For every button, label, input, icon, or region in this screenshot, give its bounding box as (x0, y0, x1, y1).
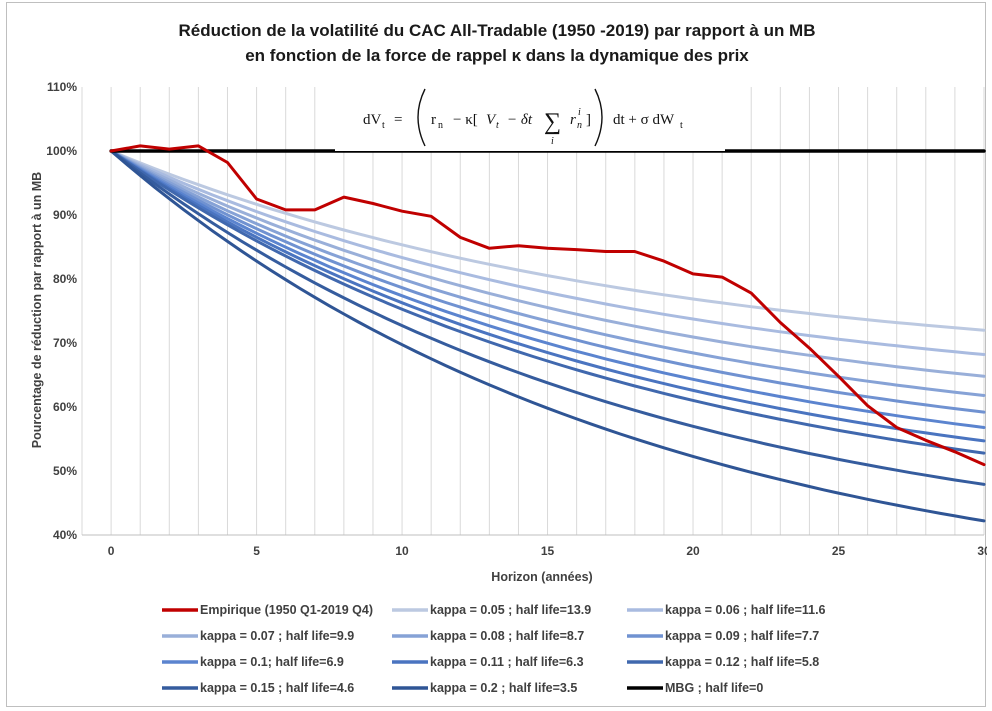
formula-sum: ∑ (544, 109, 561, 135)
formula-v: V (486, 112, 497, 128)
y-tick-label: 110% (47, 80, 77, 94)
formula-minus-dt: − δt (507, 112, 533, 128)
legend-label: kappa = 0.11 ; half life=6.3 (430, 655, 584, 669)
y-tick-label: 50% (53, 464, 77, 478)
formula-r-sub: n (438, 120, 443, 131)
series-line (109, 144, 986, 467)
legend-label: kappa = 0.05 ; half life=13.9 (430, 603, 591, 617)
y-tick-label: 40% (53, 528, 77, 542)
formula-sum-sub: i (551, 136, 554, 147)
x-tick-label: 20 (686, 544, 700, 558)
x-tick-label: 5 (253, 544, 260, 558)
y-tick-label: 90% (53, 208, 77, 222)
x-tick-label: 0 (108, 544, 115, 558)
formula-lhs-sub: t (382, 120, 385, 131)
formula: dV t = r n − κ[ V t − δt ∑ i r n i ] dt … (335, 85, 725, 151)
formula-left-paren (417, 88, 426, 147)
formula-rn: r (570, 112, 576, 128)
formula-close-bracket: ] (586, 112, 591, 128)
legend-label: MBG ; half life=0 (665, 681, 763, 695)
formula-dw-sub: t (680, 120, 683, 131)
y-tick-label: 70% (53, 336, 77, 350)
y-axis-label: Pourcentage de réduction par rapport à u… (30, 172, 44, 448)
legend: Empirique (1950 Q1-2019 Q4) kappa = 0.05 … (162, 603, 826, 695)
formula-eq: = (394, 112, 402, 128)
legend-label: kappa = 0.1; half life=6.9 (200, 655, 344, 669)
legend-label: kappa = 0.15 ; half life=4.6 (200, 681, 354, 695)
formula-rn-sub: n (577, 120, 582, 131)
legend-label: kappa = 0.07 ; half life=9.9 (200, 629, 354, 643)
series-line (109, 149, 986, 332)
y-tick-label: 80% (53, 272, 77, 286)
series-line (109, 149, 986, 455)
formula-rn-sup: i (578, 107, 581, 118)
series-line (109, 149, 986, 356)
formula-lhs: dV (363, 112, 382, 128)
chart-title: Réduction de la volatilité du CAC All-Tr… (179, 21, 816, 40)
formula-background (335, 85, 725, 151)
x-tick-label: 15 (541, 544, 555, 558)
grid-layer (81, 87, 985, 535)
x-tick-label: 30 (977, 544, 987, 558)
y-tick-label: 60% (53, 400, 77, 414)
legend-label: Empirique (1950 Q1-2019 Q4) (200, 603, 373, 617)
legend-label: kappa = 0.2 ; half life=3.5 (430, 681, 577, 695)
series-line (109, 149, 986, 378)
legend-label: kappa = 0.09 ; half life=7.7 (665, 629, 819, 643)
series-line (109, 149, 986, 414)
formula-minus-kappa: − κ[ (453, 112, 478, 128)
series-line (109, 149, 986, 523)
series-layer (109, 144, 986, 523)
series-line (109, 149, 986, 429)
series-line (109, 149, 986, 443)
formula-v-sub: t (496, 120, 499, 131)
legend-label: kappa = 0.06 ; half life=11.6 (665, 603, 826, 617)
y-tick-label: 100% (46, 144, 77, 158)
chart-frame: Réduction de la volatilité du CAC All-Tr… (6, 2, 987, 707)
series-line (109, 149, 986, 486)
formula-right-paren (594, 88, 603, 147)
legend-label: kappa = 0.12 ; half life=5.8 (665, 655, 819, 669)
x-tick-label: 25 (832, 544, 846, 558)
formula-r: r (431, 112, 436, 128)
axes-layer: 0 5 10 15 20 25 30 40% 50% 60% 70% 80% 90% 100% 110% (46, 80, 987, 558)
x-axis-label: Horizon (années) (491, 570, 592, 584)
x-tick-label: 10 (395, 544, 409, 558)
chart-svg: Réduction de la volatilité du CAC All-Tr… (30, 21, 987, 695)
chart-subtitle: en fonction de la force de rappel κ dans… (245, 46, 749, 65)
formula-dt-term: dt + σ dW (613, 112, 675, 128)
legend-label: kappa = 0.08 ; half life=8.7 (430, 629, 584, 643)
